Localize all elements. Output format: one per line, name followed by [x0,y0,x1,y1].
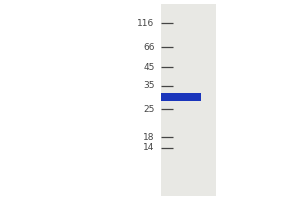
Text: 35: 35 [143,82,154,90]
Bar [160,93,201,101]
Text: 116: 116 [137,19,154,27]
Bar [160,4,216,196]
Text: 66: 66 [143,43,154,51]
Text: 18: 18 [143,132,154,142]
Text: 14: 14 [143,144,154,152]
Text: 25: 25 [143,105,154,114]
Text: 45: 45 [143,62,154,72]
